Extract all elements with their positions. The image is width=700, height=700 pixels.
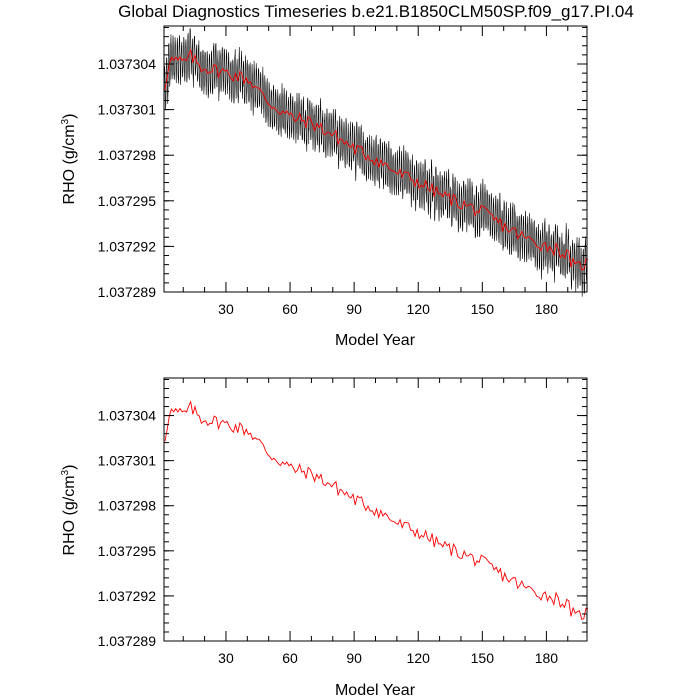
y-tick-label: 1.037289 <box>98 633 157 649</box>
y-tick-label: 1.037301 <box>98 102 157 118</box>
chart-title: Global Diagnostics Timeseries b.e21.B185… <box>118 2 634 21</box>
bottom-x-axis-label: Model Year <box>335 682 416 699</box>
x-tick-label: 60 <box>282 301 298 317</box>
annual-mean-series-line <box>164 48 589 271</box>
x-tick-label: 30 <box>218 301 234 317</box>
annual-mean-series-line <box>164 400 589 620</box>
y-tick-label: 1.037292 <box>98 588 157 604</box>
x-tick-label: 90 <box>346 301 362 317</box>
x-tick-label: 180 <box>535 650 559 666</box>
y-tick-label: 1.037298 <box>98 147 157 163</box>
bottom-panel: 30 60 90 120 150 180 1.037289 1.037292 1.037295 1… <box>60 377 589 699</box>
y-tick-label: 1.037295 <box>98 193 157 209</box>
x-tick-label: 150 <box>471 301 495 317</box>
x-tick-label: 30 <box>218 650 234 666</box>
x-tick-label: 120 <box>407 301 431 317</box>
y-tick-label: 1.037304 <box>98 56 157 72</box>
bottom-plot-frame <box>163 377 588 642</box>
y-tick-label: 1.037298 <box>98 498 157 514</box>
top-y-axis-label: RHO (g/cm3) <box>60 114 78 205</box>
x-tick-label: 60 <box>282 650 298 666</box>
y-tick-label: 1.037301 <box>98 453 157 469</box>
y-tick-label: 1.037295 <box>98 543 157 559</box>
y-tick-label: 1.037304 <box>98 408 157 424</box>
x-tick-label: 180 <box>535 301 559 317</box>
top-x-axis-label: Model Year <box>335 332 416 349</box>
y-tick-label: 1.037292 <box>98 238 157 254</box>
x-tick-label: 90 <box>346 650 362 666</box>
bottom-y-axis-label: RHO (g/cm3) <box>60 465 78 556</box>
x-tick-label: 150 <box>471 650 495 666</box>
x-tick-label: 120 <box>407 650 431 666</box>
top-panel: 30 60 90 120 150 180 1.037289 1.037292 1.037295 1… <box>60 25 589 349</box>
y-tick-label: 1.037289 <box>98 284 157 300</box>
